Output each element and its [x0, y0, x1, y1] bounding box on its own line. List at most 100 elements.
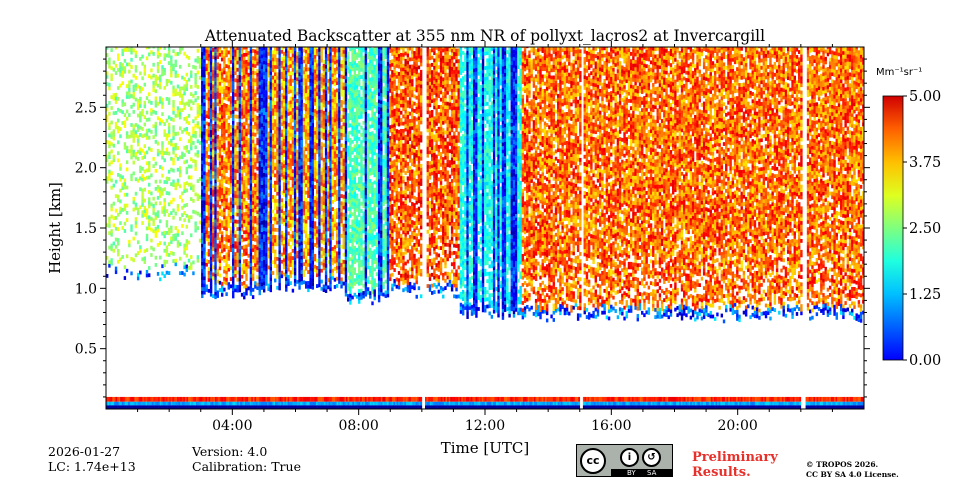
backscatter-cell: [121, 74, 123, 78]
backscatter-cell: [179, 108, 181, 112]
backscatter-cell: [126, 211, 128, 215]
backscatter-cell: [135, 232, 137, 236]
backscatter-cell: [130, 58, 132, 62]
backscatter-cell: [113, 249, 115, 253]
backscatter-cell: [168, 116, 170, 120]
backscatter-cell: [177, 168, 179, 172]
backscatter-cell: [119, 174, 121, 178]
backscatter-cell: [113, 133, 115, 137]
backscatter-cell: [148, 136, 150, 140]
backscatter-cell: [126, 254, 128, 258]
backscatter-cell: [110, 258, 112, 262]
backscatter-cell: [168, 213, 170, 217]
backscatter-cell: [166, 97, 168, 101]
backscatter-cell: [152, 157, 154, 161]
backscatter-cell: [166, 220, 168, 224]
backscatter-cell: [133, 103, 135, 107]
backscatter-cell: [175, 259, 177, 263]
backscatter-cell: [115, 125, 117, 129]
backscatter-cell: [141, 257, 143, 261]
backscatter-cell: [177, 204, 179, 208]
backscatter-cell: [161, 72, 163, 76]
backscatter-cell: [119, 257, 121, 261]
backscatter-cell: [157, 66, 159, 70]
backscatter-cell: [137, 114, 139, 118]
backscatter-cell: [157, 51, 159, 55]
backscatter-cell: [133, 171, 135, 175]
backscatter-cell: [152, 135, 154, 139]
backscatter-cell: [168, 61, 170, 65]
backscatter-cell: [161, 192, 163, 196]
backscatter-cell: [141, 178, 143, 182]
backscatter-cell: [181, 108, 183, 112]
backscatter-cell: [139, 111, 141, 115]
backscatter-cell: [146, 248, 148, 252]
backscatter-cell: [115, 194, 117, 198]
backscatter-cell: [183, 84, 185, 88]
backscatter-cell: [137, 277, 139, 281]
backscatter-cell: [135, 221, 137, 225]
backscatter-cell: [139, 187, 141, 191]
backscatter-cell: [175, 52, 177, 56]
backscatter-cell: [179, 116, 181, 120]
backscatter-cell: [130, 156, 132, 160]
backscatter-cell: [117, 238, 119, 242]
backscatter-cell: [115, 227, 117, 231]
backscatter-cell: [141, 192, 143, 196]
backscatter-cell: [170, 226, 172, 230]
backscatter-cell: [157, 69, 159, 73]
backscatter-cell: [152, 74, 154, 78]
backscatter-cell: [155, 201, 157, 205]
backscatter-cell: [124, 229, 126, 233]
backscatter-cell: [130, 51, 132, 55]
backscatter-cell: [157, 76, 159, 80]
backscatter-cell: [150, 173, 152, 177]
backscatter-cell: [175, 186, 177, 190]
backscatter-cell: [157, 62, 159, 66]
backscatter-cell: [170, 81, 172, 85]
backscatter-cell: [159, 96, 161, 100]
backscatter-cell: [168, 123, 170, 127]
backscatter-cell: [177, 244, 179, 248]
backscatter-cell: [108, 246, 110, 250]
backscatter-cell: [110, 233, 112, 237]
backscatter-cell: [175, 143, 177, 147]
backscatter-cell: [172, 111, 174, 115]
backscatter-cell: [126, 117, 128, 121]
backscatter-cell: [124, 113, 126, 117]
backscatter-cell: [130, 148, 132, 152]
backscatter-cell: [117, 198, 119, 202]
backscatter-cell: [113, 111, 115, 115]
backscatter-cell: [128, 91, 130, 95]
backscatter-cell: [108, 126, 110, 130]
backscatter-cell: [126, 218, 128, 222]
backscatter-cell: [133, 74, 135, 78]
backscatter-cell: [186, 243, 188, 247]
backscatter-cell: [133, 132, 135, 136]
backscatter-cell: [144, 65, 146, 69]
backscatter-cell: [172, 234, 174, 238]
backscatter-cell: [170, 229, 172, 233]
backscatter-cell: [148, 168, 150, 172]
backscatter-cell: [183, 92, 185, 96]
backscatter-cell: [166, 224, 168, 228]
backscatter-cell: [119, 178, 121, 182]
backscatter-cell: [179, 166, 181, 170]
backscatter-cell: [172, 209, 174, 213]
lidar-figure: Attenuated Backscatter at 355 nm NR of p…: [0, 0, 960, 480]
backscatter-cell: [157, 116, 159, 120]
backscatter-cell: [121, 81, 123, 85]
backscatter-cell: [110, 244, 112, 248]
backscatter-cell: [108, 112, 110, 116]
backscatter-cell: [148, 205, 150, 209]
backscatter-cell: [172, 67, 174, 71]
backscatter-cell: [170, 182, 172, 186]
backscatter-cell: [139, 271, 141, 275]
backscatter-cell: [117, 227, 119, 231]
backscatter-cell: [148, 273, 150, 277]
backscatter-cell: [133, 153, 135, 157]
backscatter-cell: [163, 205, 165, 209]
backscatter-cell: [133, 197, 135, 201]
backscatter-cell: [155, 234, 157, 238]
backscatter-cell: [181, 86, 183, 90]
